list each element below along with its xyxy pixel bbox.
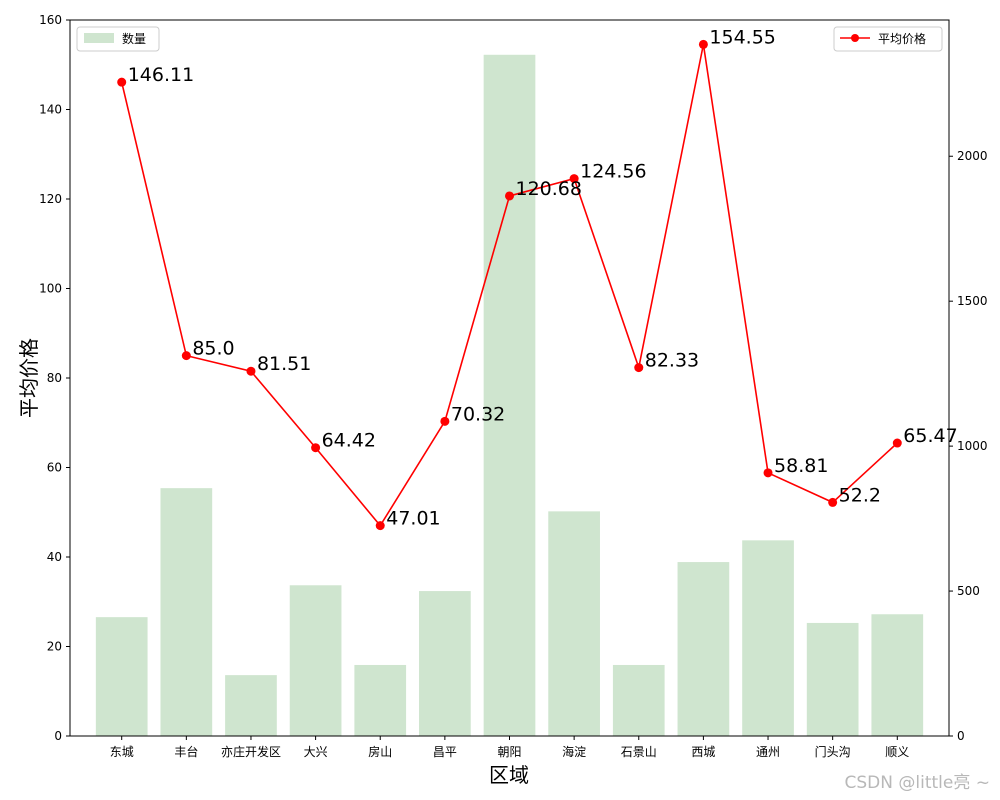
price-point-2 [246, 366, 256, 376]
x-tick-label-12: 顺义 [885, 745, 909, 759]
y-right-tick-label-4: 2000 [957, 149, 988, 163]
bar-7 [548, 511, 600, 736]
price-point-8 [634, 363, 644, 373]
x-tick-label-3: 大兴 [304, 745, 328, 759]
price-point-7 [569, 174, 579, 184]
y-left-tick-label-6: 120 [39, 192, 62, 206]
price-point-6 [505, 191, 514, 201]
price-point-0 [117, 77, 127, 87]
x-tick-label-5: 昌平 [433, 745, 457, 759]
legend-line-label: 平均价格 [878, 31, 926, 46]
data-label-0: 146.11 [128, 64, 194, 86]
price-point-4 [375, 521, 385, 531]
bar-8 [612, 664, 665, 736]
y-left-tick-label-8: 160 [39, 13, 62, 27]
data-label-9: 154.55 [709, 26, 775, 48]
data-label-3: 64.42 [322, 430, 376, 452]
x-tick-label-6: 朝阳 [497, 745, 521, 759]
x-tick-label-7: 海淀 [562, 744, 586, 759]
legend-bars: 数量 [76, 26, 160, 52]
y-right-tick-label-0: 0 [957, 729, 965, 743]
y-axis-title: 平均价格 [17, 338, 41, 418]
price-point-11 [828, 497, 838, 507]
x-tick-label-1: 丰台 [174, 744, 198, 759]
legend-bars-swatch [84, 33, 114, 43]
y-axis-right: 0 500 1000 1500 2000 [949, 149, 988, 743]
x-axis-title: 区域 [489, 763, 529, 787]
y-left-tick-label-3: 60 [47, 461, 62, 475]
x-axis: 东城 丰台 亦庄开发区 大兴 房山 昌平 朝阳 海淀 石景山 西城 通州 门头沟 顺义 [110, 736, 909, 759]
price-point-12 [892, 438, 902, 448]
price-point-5 [440, 416, 450, 426]
x-tick-label-4: 房山 [368, 744, 392, 759]
price-point-10 [763, 468, 773, 478]
legend-line-box [833, 26, 943, 52]
data-label-6: 120.68 [516, 178, 582, 200]
data-label-1: 85.0 [192, 338, 234, 360]
x-tick-label-8: 石景山 [621, 745, 657, 759]
y-right-tick-label-3: 1500 [957, 294, 988, 308]
bar-10 [742, 540, 794, 736]
bar-1 [160, 488, 213, 736]
data-label-5: 70.32 [451, 403, 505, 425]
data-label-7: 124.56 [580, 161, 646, 183]
x-tick-label-11: 门头沟 [815, 744, 851, 759]
data-label-8: 82.33 [645, 350, 699, 372]
y-left-tick-label-0: 0 [54, 729, 62, 743]
bar-9 [677, 562, 730, 736]
bar-series [95, 54, 924, 737]
bar-0 [95, 617, 148, 736]
x-tick-label-2: 亦庄开发区 [221, 744, 281, 759]
data-labels: 146.11 85.0 81.51 64.42 47.01 70.32 120.68124.… [128, 26, 958, 529]
price-point-1 [181, 351, 191, 361]
line-series [117, 39, 902, 531]
data-label-4: 47.01 [386, 508, 440, 530]
price-point-9 [698, 39, 708, 49]
y-axis-left: 0 20 40 60 80 100 120 140 160 [39, 13, 70, 743]
y-right-tick-label-2: 1000 [957, 439, 988, 453]
legend-bars-label: 数量 [122, 31, 146, 46]
data-label-10: 58.81 [774, 455, 828, 477]
bar-3 [289, 585, 342, 736]
bar-11 [806, 622, 859, 736]
data-label-2: 81.51 [257, 353, 311, 375]
x-tick-label-10: 通州 [756, 745, 780, 759]
y-left-tick-label-2: 40 [47, 550, 62, 564]
data-label-12: 65.47 [903, 425, 957, 447]
y-left-tick-label-5: 100 [39, 282, 62, 296]
watermark: CSDN @little亮 ~ [845, 773, 990, 793]
y-left-tick-label-1: 20 [47, 640, 62, 654]
y-left-tick-label-4: 80 [47, 371, 62, 385]
y-right-tick-label-1: 500 [957, 584, 980, 598]
x-tick-label-9: 西城 [691, 745, 715, 759]
price-point-3 [311, 443, 321, 453]
bar-2 [225, 675, 277, 736]
bar-12 [871, 614, 924, 736]
legend-line: 平均价格 [833, 26, 943, 52]
y-left-tick-label-7: 140 [39, 103, 62, 117]
bar-4 [354, 664, 407, 736]
bar-6 [483, 54, 536, 737]
data-label-11: 52.2 [839, 484, 881, 506]
x-tick-label-0: 东城 [110, 745, 134, 759]
legend-line-marker [851, 34, 859, 42]
bar-5 [419, 591, 471, 736]
